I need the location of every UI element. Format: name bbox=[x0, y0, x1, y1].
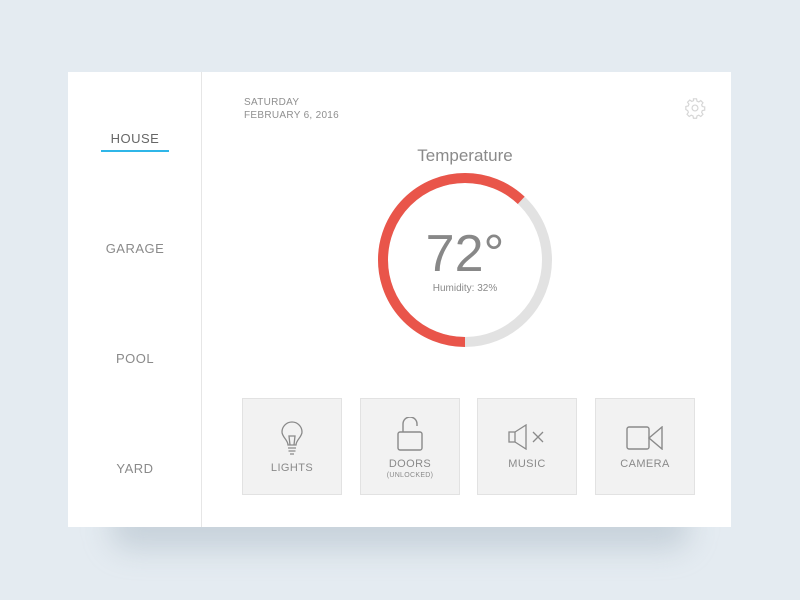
date-display: SATURDAY FEBRUARY 6, 2016 bbox=[244, 96, 339, 122]
camera-button[interactable]: CAMERA bbox=[595, 398, 695, 495]
date-label: FEBRUARY 6, 2016 bbox=[244, 110, 340, 121]
tile-label: LIGHTS bbox=[270, 462, 314, 474]
sidebar-item-pool[interactable]: POOL bbox=[115, 351, 155, 366]
sidebar-item-label: HOUSE bbox=[100, 131, 170, 152]
tile-label: CAMERA bbox=[620, 458, 670, 470]
unlocked-padlock-icon bbox=[397, 417, 423, 451]
temperature-value: 72° bbox=[425, 225, 505, 283]
sidebar-item-yard[interactable]: YARD bbox=[116, 461, 154, 476]
gear-icon[interactable] bbox=[684, 97, 706, 119]
sidebar-item-house[interactable]: HOUSE bbox=[68, 131, 202, 152]
home-control-panel: HOUSE GARAGE POOL YARD SATURDAY FEBRUARY… bbox=[68, 72, 731, 527]
speaker-muted-icon bbox=[508, 424, 544, 450]
temperature-title: Temperature bbox=[417, 146, 513, 165]
tile-label: DOORS bbox=[388, 458, 432, 470]
video-camera-icon bbox=[626, 426, 663, 450]
day-label: SATURDAY bbox=[244, 97, 300, 108]
temperature-gauge bbox=[378, 173, 552, 347]
sidebar-item-garage[interactable]: GARAGE bbox=[105, 241, 165, 256]
sidebar: HOUSE GARAGE POOL YARD bbox=[68, 72, 202, 527]
gauge-progress-arc bbox=[378, 173, 552, 347]
lightbulb-icon bbox=[281, 421, 303, 455]
tile-label: MUSIC bbox=[508, 458, 546, 470]
humidity-label: Humidity: 32% bbox=[432, 283, 498, 294]
lights-button[interactable]: LIGHTS bbox=[242, 398, 342, 495]
doors-button[interactable]: DOORS (UNLOCKED) bbox=[360, 398, 460, 495]
music-button[interactable]: MUSIC bbox=[477, 398, 577, 495]
tile-sublabel: (UNLOCKED) bbox=[386, 472, 434, 479]
